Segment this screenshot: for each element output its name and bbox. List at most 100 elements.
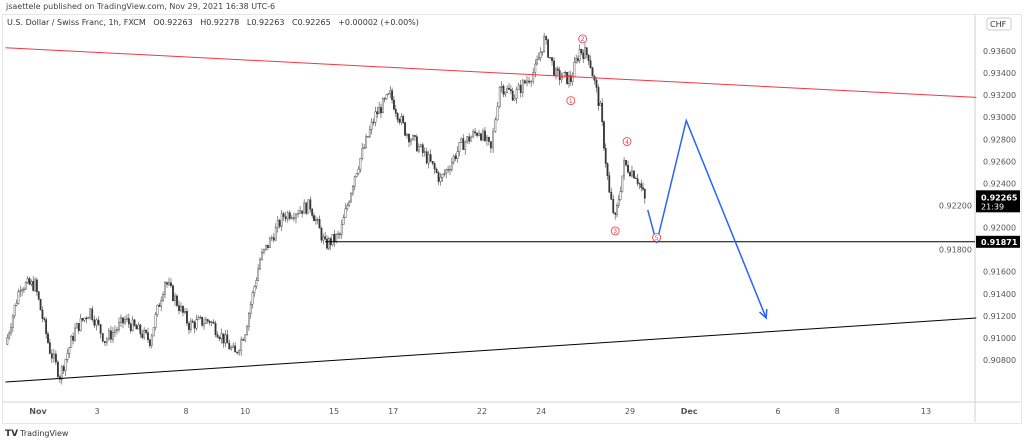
candle-body <box>627 164 629 173</box>
candle-body <box>606 163 609 176</box>
candle-body <box>126 318 128 320</box>
candle-body <box>8 332 11 338</box>
candle-body <box>376 111 379 115</box>
candle-body <box>201 316 204 326</box>
candle-body <box>387 93 390 95</box>
candle-body <box>617 199 620 206</box>
candle-body <box>532 72 535 82</box>
candle-body <box>79 318 82 331</box>
candle-body <box>584 47 586 59</box>
candle-body <box>297 213 299 215</box>
currency-badge <box>986 17 1012 31</box>
candle-body <box>417 146 420 152</box>
chart-frame[interactable] <box>2 14 1022 424</box>
candle-body <box>268 237 271 248</box>
y-tick-label: 0.90800 <box>983 356 1016 365</box>
candle-body <box>251 292 254 305</box>
x-tick-label: 17 <box>388 407 398 416</box>
candle-body <box>280 213 283 227</box>
candle-body <box>423 151 426 153</box>
candle-body <box>629 172 631 177</box>
candle-body <box>166 282 168 285</box>
candle-body <box>24 282 27 290</box>
change-value: +0.00002 (+0.00%) <box>338 18 419 27</box>
candle-body <box>553 60 555 76</box>
candle-body <box>141 333 144 338</box>
candle-body <box>152 327 155 337</box>
candle-body <box>498 86 501 107</box>
candle-body <box>218 337 221 340</box>
candle-body <box>72 336 75 341</box>
candle-body <box>34 279 36 291</box>
candle-body <box>549 57 551 59</box>
candle-body <box>511 90 514 101</box>
candle-body <box>222 333 225 344</box>
candle-body <box>276 220 279 228</box>
candle-body <box>560 77 563 80</box>
candle-body <box>293 217 295 219</box>
candle-body <box>337 233 339 235</box>
candle-body <box>178 305 180 311</box>
candle-body <box>643 189 646 199</box>
wave-label-circle <box>610 226 620 236</box>
candle-body <box>536 59 538 65</box>
candle-body <box>23 288 25 291</box>
candle-body <box>482 130 484 141</box>
tradingview-logo[interactable]: TV TradingView <box>5 429 69 439</box>
candle-body <box>381 98 384 114</box>
candle-body <box>270 237 273 239</box>
candle-body <box>504 92 507 95</box>
candle-body <box>564 72 567 74</box>
candle-body <box>433 163 436 170</box>
candle-body <box>316 219 319 221</box>
candle-body <box>404 122 406 136</box>
candle-body <box>357 168 360 174</box>
candle-body <box>374 111 377 123</box>
trendline <box>5 47 977 98</box>
candle-body <box>414 135 416 137</box>
candle-body <box>506 87 509 93</box>
x-tick-label: Nov <box>29 407 47 416</box>
candle-body <box>322 236 325 241</box>
candle-body <box>385 94 388 100</box>
candle-body <box>585 47 588 55</box>
candle-body <box>85 317 88 320</box>
candle-body <box>286 212 289 220</box>
candle-body <box>462 138 465 150</box>
candle-body <box>437 172 440 182</box>
candle-body <box>508 87 510 90</box>
wave-label-circle <box>652 233 662 242</box>
candle-body <box>443 173 446 175</box>
candle-body <box>272 237 275 241</box>
symbol-legend: U.S. Dollar / Swiss Franc, 1h, FXCM O0.9… <box>7 18 424 27</box>
candle-body <box>435 168 438 173</box>
y-tick-label: 0.92400 <box>983 179 1016 188</box>
candle-body <box>6 337 9 345</box>
candle-body <box>324 236 327 240</box>
candle-body <box>164 282 166 295</box>
candle-body <box>394 109 397 114</box>
candle-body <box>174 295 176 301</box>
candle-body <box>184 310 186 313</box>
candle-body <box>519 84 522 93</box>
candle-body <box>116 329 118 331</box>
candle-body <box>447 169 449 171</box>
candle-body <box>197 317 200 320</box>
candle-body <box>427 154 430 164</box>
candle-body <box>199 316 202 319</box>
candle-body <box>398 119 401 123</box>
candle-body <box>208 320 211 323</box>
candle-body <box>99 324 102 334</box>
candle-body <box>642 187 644 190</box>
candle-body <box>224 334 227 344</box>
candle-body <box>37 291 40 300</box>
candle-body <box>636 178 639 184</box>
candle-body <box>419 144 422 147</box>
candle-body <box>230 347 233 350</box>
candle-body <box>464 141 467 150</box>
candle-body <box>580 49 583 53</box>
x-tick-label: 10 <box>240 407 250 416</box>
candle-body <box>378 107 381 115</box>
candle-body <box>517 84 520 90</box>
